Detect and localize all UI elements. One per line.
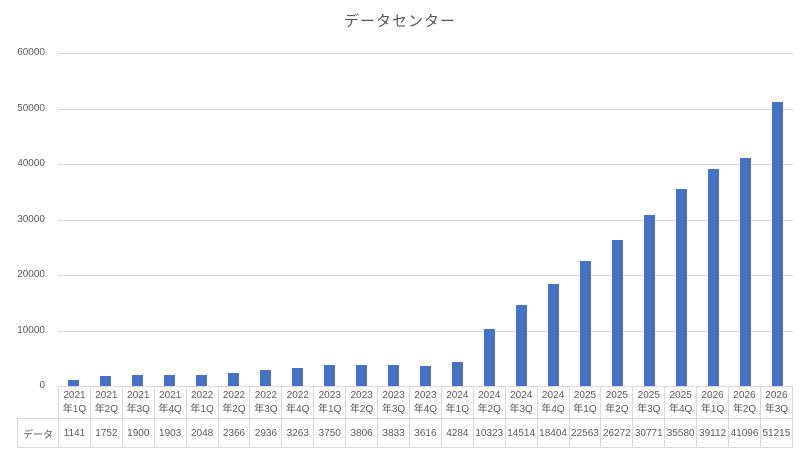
y-axis-tick-label: 30000 <box>17 213 45 225</box>
data-cell: 2048 <box>185 419 218 447</box>
bar <box>483 328 495 386</box>
bar <box>675 188 687 386</box>
bar <box>228 372 240 386</box>
bar <box>292 367 304 386</box>
data-cell: 3833 <box>377 419 409 447</box>
category-label: 2026 年2Q <box>728 387 760 418</box>
data-cell: 2366 <box>217 419 250 447</box>
plot-area <box>58 53 793 386</box>
gridline <box>58 219 793 221</box>
bar <box>420 365 431 386</box>
chart-title: データセンター <box>343 13 456 30</box>
data-cell: 14514 <box>504 419 537 447</box>
data-cell: 2936 <box>249 419 281 447</box>
data-table-header-row: 2021 年1Q 2021 年2Q 2021 年3Q 2021 年4Q 2022 年1Q 2022 年… <box>58 386 793 418</box>
bar <box>739 157 751 386</box>
data-cell: 39112 <box>696 419 728 447</box>
y-axis-tick-label: 20000 <box>17 269 45 280</box>
category-label: 2021 年4Q <box>153 387 186 418</box>
category-label: 2026 年3Q <box>759 387 792 418</box>
gridline <box>58 275 793 276</box>
gridline <box>58 330 793 332</box>
data-table: 2021 年1Q 2021 年2Q 2021 年3Q 2021 年4Q 2022 年1Q 2022 年… <box>17 386 793 448</box>
data-cell: 3750 <box>313 419 345 447</box>
category-label: 2024 年2Q <box>472 387 505 418</box>
category-label: 2023 年2Q <box>345 387 377 418</box>
data-cell: 18404 <box>536 419 569 447</box>
bar <box>771 101 783 386</box>
gridline <box>58 108 793 110</box>
category-label: 2022 年1Q <box>185 387 218 418</box>
y-axis-tick-label: 0 <box>39 380 45 391</box>
data-cell: 26272 <box>600 419 632 447</box>
series-label: データ <box>17 419 58 447</box>
gridline <box>58 164 793 165</box>
category-label: 2023 年4Q <box>408 387 441 418</box>
data-cell: 22563 <box>568 419 601 447</box>
category-label: 2024 年3Q <box>504 387 537 418</box>
category-label: 2026 年1Q <box>696 387 728 418</box>
data-cell: 10323 <box>472 419 505 447</box>
data-cell: 3806 <box>345 419 377 447</box>
bar <box>579 260 591 386</box>
y-axis-tick-label: 50000 <box>17 102 45 114</box>
category-label: 2021 年3Q <box>121 387 154 418</box>
data-cell: 51215 <box>759 419 792 447</box>
bar <box>324 365 336 386</box>
category-label: 2025 年2Q <box>600 387 632 418</box>
category-label: 2023 年1Q <box>313 387 345 418</box>
bar <box>100 376 112 386</box>
data-cell: 3263 <box>281 419 313 447</box>
bar <box>611 240 623 386</box>
category-label: 2023 年3Q <box>377 387 409 418</box>
category-label: 2022 年3Q <box>249 387 281 418</box>
category-label: 2025 年1Q <box>568 387 601 418</box>
category-label: 2022 年4Q <box>281 387 313 418</box>
data-cell: 41096 <box>728 419 760 447</box>
category-label: 2024 年1Q <box>440 387 473 418</box>
y-axis-tick-label: 60000 <box>17 47 45 58</box>
bar <box>707 168 719 386</box>
data-cell: 3616 <box>408 419 441 447</box>
category-label: 2021 年2Q <box>89 387 122 418</box>
category-label: 2021 年1Q <box>58 387 90 418</box>
data-cell: 1900 <box>121 419 154 447</box>
bar <box>547 283 559 386</box>
data-cell: 35580 <box>664 419 696 447</box>
bar <box>515 305 527 386</box>
bar <box>260 369 272 386</box>
y-axis-tick-label: 40000 <box>17 158 45 169</box>
y-axis-tick-label: 10000 <box>17 324 45 336</box>
category-label: 2024 年4Q <box>536 387 569 418</box>
bar <box>164 375 176 386</box>
data-table-value-row: データ 1141 1752 1900 1903 2048 2366 2936 3263 3750… <box>17 418 793 448</box>
bar <box>68 379 80 386</box>
data-cell: 1141 <box>58 419 90 447</box>
bar <box>196 374 208 386</box>
data-cell: 4284 <box>440 419 473 447</box>
bar <box>356 364 368 386</box>
bar <box>643 215 655 386</box>
category-label: 2022 年2Q <box>217 387 250 418</box>
category-label: 2025 年4Q <box>664 387 696 418</box>
bar <box>388 364 400 386</box>
data-cell: 1752 <box>89 419 122 447</box>
gridline <box>58 53 793 54</box>
category-label: 2025 年3Q <box>632 387 664 418</box>
bar <box>132 375 144 386</box>
bar <box>451 362 463 386</box>
data-cell: 30771 <box>632 419 664 447</box>
data-cell: 1903 <box>153 419 186 447</box>
